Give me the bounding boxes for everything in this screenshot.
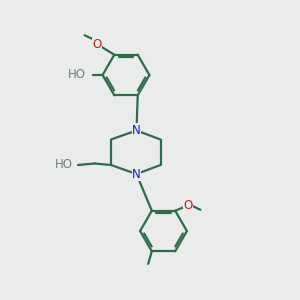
Text: O: O	[183, 199, 192, 212]
Text: N: N	[132, 124, 141, 137]
Text: N: N	[132, 167, 141, 181]
Text: HO: HO	[68, 68, 86, 82]
Text: HO: HO	[55, 158, 73, 172]
Text: O: O	[93, 38, 102, 51]
